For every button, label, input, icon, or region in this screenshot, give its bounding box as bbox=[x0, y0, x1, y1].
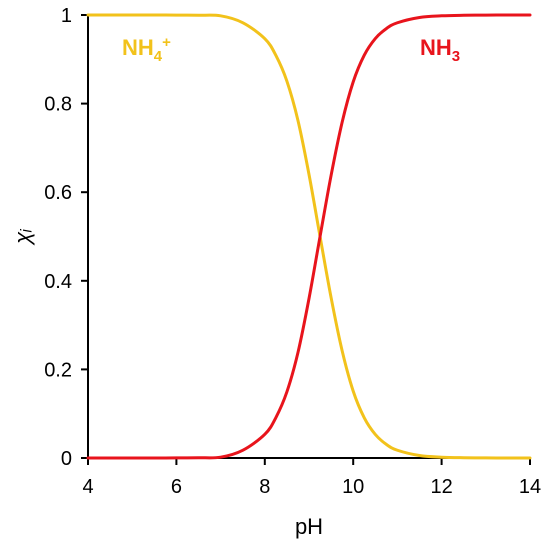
y-tick-label: 1 bbox=[61, 5, 72, 27]
series-label-nh4: NH4+ bbox=[122, 34, 171, 65]
y-tick-label: 0.8 bbox=[44, 94, 72, 116]
y-tick-label: 0.6 bbox=[44, 182, 72, 204]
x-tick-label: 12 bbox=[430, 476, 452, 498]
x-axis-label: pH bbox=[295, 514, 323, 539]
x-tick-label: 8 bbox=[259, 476, 270, 498]
y-tick-label: 0 bbox=[61, 448, 72, 470]
x-tick-label: 10 bbox=[342, 476, 364, 498]
y-tick-label: 0.2 bbox=[44, 359, 72, 381]
x-tick-label: 6 bbox=[171, 476, 182, 498]
series-layer bbox=[86, 13, 532, 460]
series-line-nh3 bbox=[86, 13, 532, 460]
labels-layer: NH4+ NH3 bbox=[122, 34, 460, 65]
axes: 4 6 8 10 12 14 0 0.2 0.4 0.6 0.8 1 bbox=[44, 5, 541, 498]
x-tick-label: 14 bbox=[519, 476, 541, 498]
series-line-nh4 bbox=[86, 13, 532, 460]
x-tick-label: 4 bbox=[82, 476, 93, 498]
series-label-nh3: NH3 bbox=[420, 35, 460, 65]
y-axis-label: χᵢ bbox=[10, 229, 35, 246]
y-tick-label: 0.4 bbox=[44, 271, 72, 293]
